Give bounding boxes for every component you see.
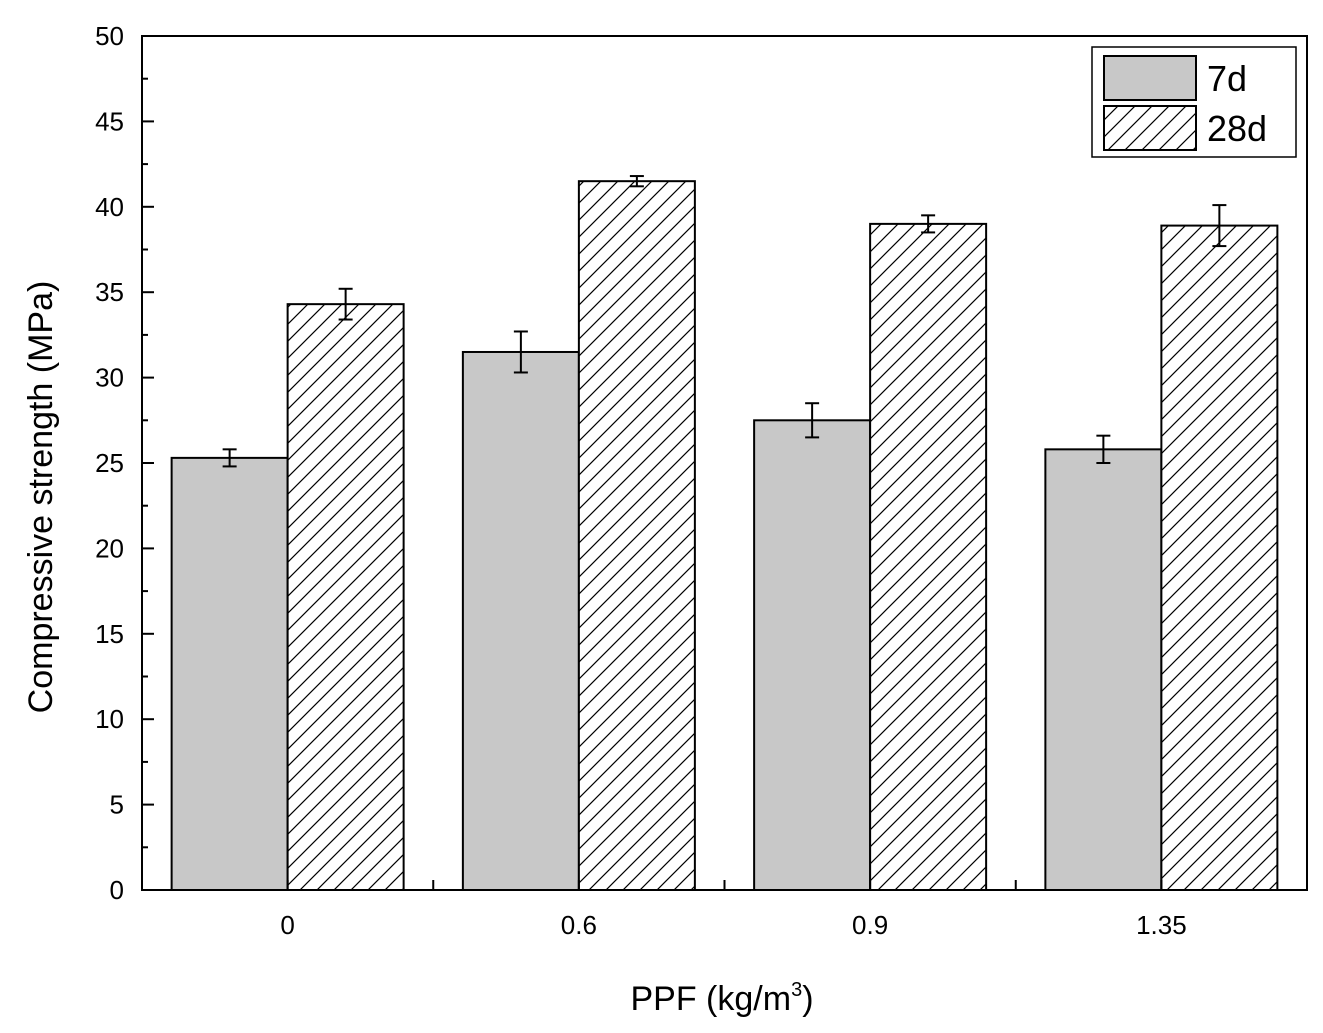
bar-7d-0.9 <box>753 419 872 891</box>
y-tick-label-35: 35 <box>95 277 124 307</box>
y-tick-label-5: 5 <box>110 790 124 820</box>
y-tick-label-45: 45 <box>95 106 124 136</box>
y-tick-label-30: 30 <box>95 363 124 393</box>
bar-28d-0.9 <box>869 222 988 891</box>
y-tick-label-0: 0 <box>110 875 124 905</box>
bar-7d-0.6 <box>461 350 580 892</box>
y-axis-title: Compressive strength (MPa) <box>22 281 60 714</box>
y-tick-label-10: 10 <box>95 704 124 734</box>
y-tick-label-40: 40 <box>95 192 124 222</box>
y-tick-label-20: 20 <box>95 533 124 563</box>
x-tick-label-0.9: 0.9 <box>852 910 888 940</box>
y-tick-label-25: 25 <box>95 448 124 478</box>
bar-7d-1.35 <box>1044 448 1163 891</box>
x-axis-title: PPF (kg/m3) <box>630 979 813 1018</box>
legend-label-28d: 28d <box>1207 108 1267 149</box>
y-tick-label-15: 15 <box>95 619 124 649</box>
x-tick-label-1.35: 1.35 <box>1136 910 1187 940</box>
x-tick-label-0: 0 <box>280 910 294 940</box>
y-tick-label-50: 50 <box>95 21 124 51</box>
legend-swatch-28d <box>1103 105 1197 151</box>
bar-28d-0 <box>286 303 405 891</box>
x-tick-label-0.6: 0.6 <box>561 910 597 940</box>
bar-28d-1.35 <box>1160 224 1279 891</box>
bar-28d-0.6 <box>577 180 696 891</box>
legend-swatch-7d <box>1103 55 1197 101</box>
legend-label-7d: 7d <box>1207 58 1247 99</box>
bar-7d-0 <box>170 456 289 891</box>
